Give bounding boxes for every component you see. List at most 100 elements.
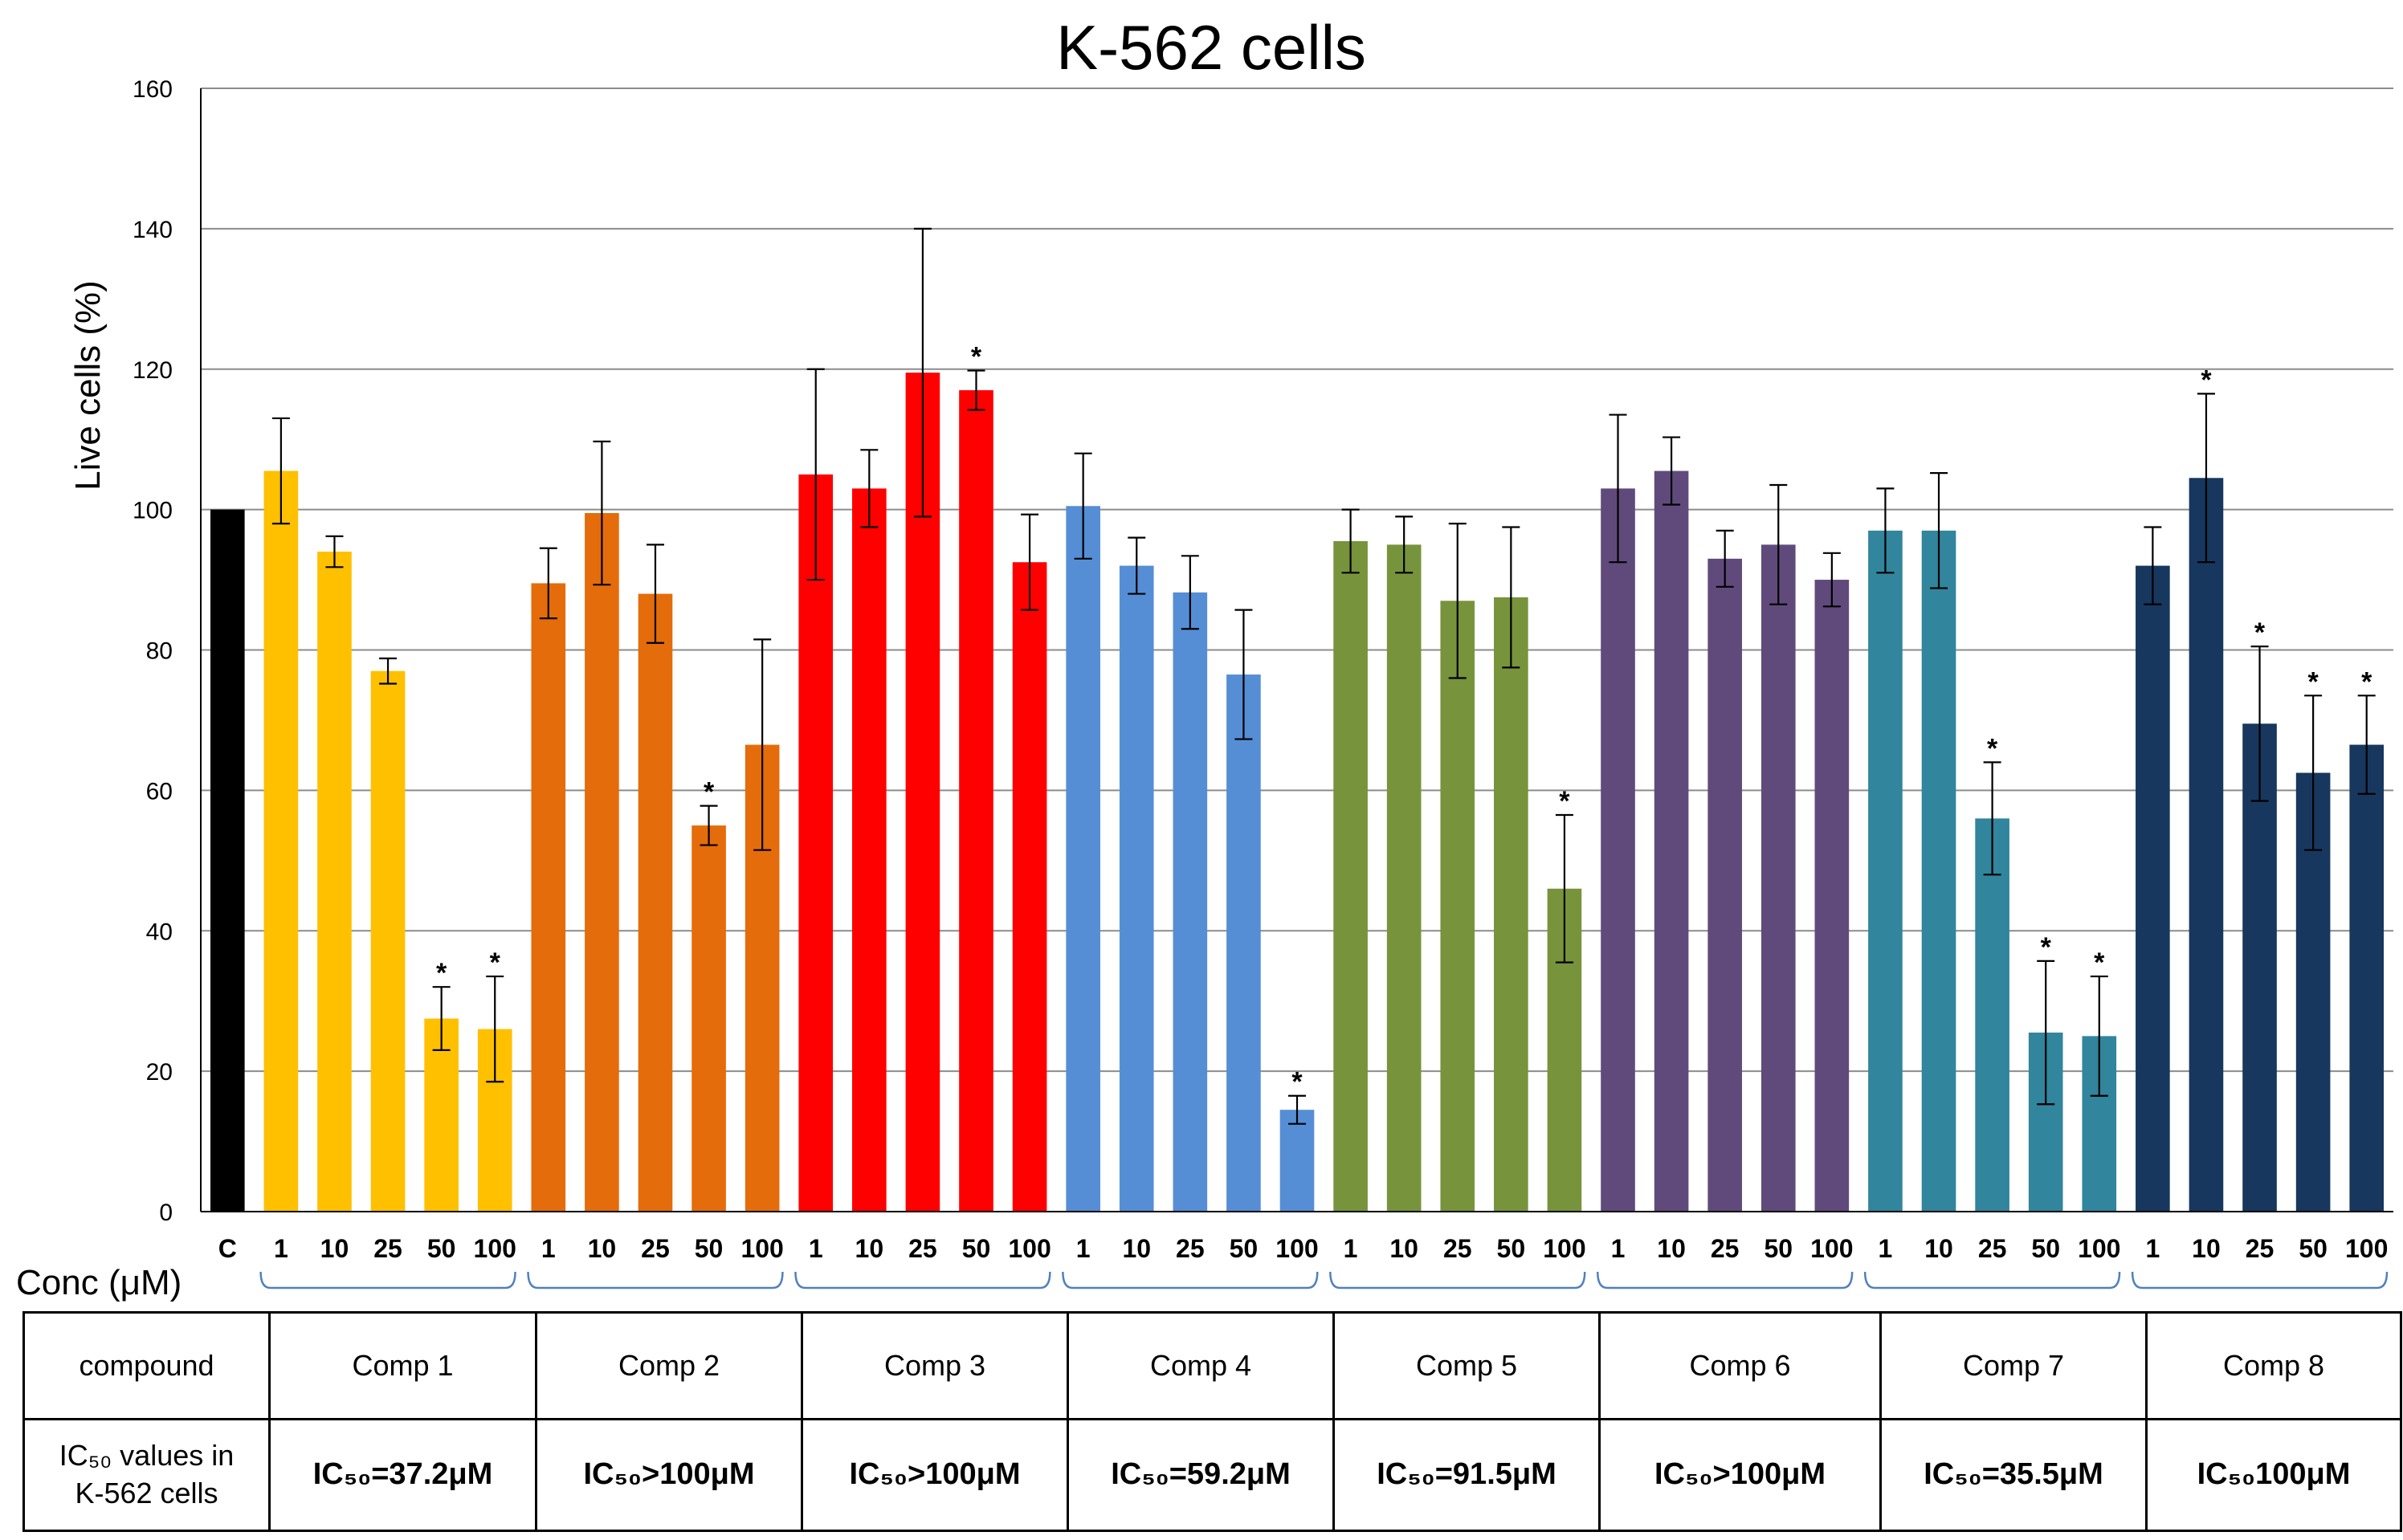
ic50-value-cell: IC₅₀>100μM <box>801 1418 1069 1532</box>
ic50-value-cell: IC₅₀=35.5μM <box>1879 1418 2148 1532</box>
y-tick-label: 120 <box>133 357 173 384</box>
bar <box>317 552 352 1212</box>
x-tick-label: 50 <box>2299 1234 2328 1263</box>
compound-row: compound Comp 1 Comp 2 Comp 3 Comp 4 Com… <box>22 1311 2402 1420</box>
compound-name-cell: Comp 3 <box>801 1311 1069 1420</box>
compound-name-cell: Comp 2 <box>535 1311 803 1420</box>
significance-star: * <box>1987 733 1998 764</box>
significance-star: * <box>1559 786 1570 817</box>
bar <box>1814 580 1850 1212</box>
ic50-value-cell: IC₅₀100μM <box>2145 1418 2402 1532</box>
ic50-value-cell: IC₅₀=59.2μM <box>1067 1418 1335 1532</box>
x-tick-label: 25 <box>1978 1234 2007 1263</box>
x-tick-label: 1 <box>2145 1234 2160 1263</box>
bar <box>370 670 406 1212</box>
x-tick-label: 100 <box>1810 1234 1853 1263</box>
bar <box>1012 562 1047 1212</box>
x-tick-label: 50 <box>962 1234 991 1263</box>
y-tick-label: 100 <box>133 498 173 524</box>
grid-lines <box>201 88 2393 1073</box>
bar <box>1975 818 2009 1212</box>
x-tick-label: 50 <box>427 1234 456 1263</box>
x-tick-label: 1 <box>541 1234 556 1263</box>
significance-markers: * * * * * * * * * * * * * <box>436 341 2372 1097</box>
x-tick-label: 25 <box>373 1234 402 1263</box>
bar <box>1654 471 1689 1212</box>
y-tick-label: 140 <box>133 217 173 243</box>
bar <box>2349 744 2385 1212</box>
x-tick-label: 1 <box>1879 1234 1893 1263</box>
x-tick-label: 25 <box>1176 1234 1205 1263</box>
y-axis-ticks: 0 20 40 60 80 100 120 140 160 <box>133 76 173 1226</box>
bar <box>638 593 673 1212</box>
bar <box>210 509 245 1212</box>
x-tick-label: 1 <box>809 1234 823 1263</box>
x-tick-label: 100 <box>1275 1234 1318 1263</box>
group-braces <box>259 1271 2389 1289</box>
x-tick-label: 10 <box>1389 1234 1418 1263</box>
group-brace <box>1863 1271 2121 1289</box>
bar <box>1333 540 1368 1212</box>
ic50-table: compound Comp 1 Comp 2 Comp 3 Comp 4 Com… <box>22 1311 2402 1532</box>
axes <box>200 88 2393 1212</box>
ic50-header-cell: IC₅₀ values in K-562 cells <box>22 1418 271 1532</box>
x-tick-label: 10 <box>855 1234 884 1263</box>
x-tick-label: 10 <box>2192 1234 2221 1263</box>
group-brace <box>527 1271 784 1289</box>
group-brace <box>1596 1271 1854 1289</box>
significance-star: * <box>2201 365 2212 395</box>
x-tick-label: 1 <box>1611 1234 1626 1263</box>
x-tick-label: 10 <box>1122 1234 1151 1263</box>
x-tick-label: 10 <box>1924 1234 1953 1263</box>
bar <box>263 471 299 1212</box>
y-axis-label: Live cells (%) <box>68 280 108 491</box>
significance-star: * <box>2094 947 2105 978</box>
significance-star: * <box>2361 666 2372 697</box>
x-axis-ticks: C 1 10 25 50 100 1 10 25 50 100 1 10 25 50 100 1 10 25 50 10… <box>218 1234 2389 1263</box>
conc-axis-label: Conc (μM) <box>16 1263 182 1302</box>
bar <box>1173 592 1208 1212</box>
x-tick-label: 1 <box>274 1234 288 1263</box>
ic50-value-cell: IC₅₀>100μM <box>535 1418 803 1532</box>
group-brace <box>1062 1271 1319 1289</box>
compound-name-cell: Comp 6 <box>1598 1311 1882 1420</box>
x-tick-label: 50 <box>1230 1234 1259 1263</box>
bar <box>2136 565 2170 1212</box>
y-tick-label: 160 <box>133 76 173 103</box>
ic50-row: IC₅₀ values in K-562 cells IC₅₀=37.2μM I… <box>22 1418 2402 1532</box>
x-tick-label: 10 <box>1657 1234 1686 1263</box>
bar <box>1868 530 1903 1212</box>
x-tick-label: 100 <box>474 1234 516 1263</box>
group-brace <box>2131 1271 2389 1289</box>
compound-header-cell: compound <box>22 1311 271 1420</box>
x-tick-label: 100 <box>740 1234 783 1263</box>
significance-star: * <box>2254 617 2266 648</box>
x-tick-label: C <box>218 1234 237 1263</box>
y-tick-label: 40 <box>146 919 173 945</box>
bar <box>852 488 887 1212</box>
bar <box>1066 506 1100 1212</box>
bar <box>1760 544 1796 1212</box>
y-tick-label: 20 <box>146 1059 173 1086</box>
x-tick-label: 1 <box>1344 1234 1358 1263</box>
x-tick-label: 50 <box>1497 1234 1526 1263</box>
bar <box>1494 597 1528 1212</box>
group-brace <box>1329 1271 1586 1289</box>
group-brace <box>259 1271 516 1289</box>
y-tick-label: 60 <box>146 778 173 805</box>
bar <box>1386 544 1422 1212</box>
significance-star: * <box>704 777 715 808</box>
bar <box>1279 1110 1315 1212</box>
bar <box>1921 530 1956 1212</box>
x-tick-label: 100 <box>1543 1234 1585 1263</box>
x-tick-label: 25 <box>908 1234 937 1263</box>
y-tick-label: 0 <box>159 1200 173 1226</box>
ic50-header-line2: K-562 cells <box>75 1477 218 1509</box>
group-brace <box>794 1271 1051 1289</box>
x-tick-label: 1 <box>1076 1234 1091 1263</box>
compound-name-cell: Comp 1 <box>268 1311 537 1420</box>
significance-star: * <box>971 341 982 372</box>
x-tick-label: 10 <box>588 1234 617 1263</box>
bar <box>1226 674 1261 1212</box>
ic50-header-line1: IC₅₀ values in <box>59 1439 235 1473</box>
